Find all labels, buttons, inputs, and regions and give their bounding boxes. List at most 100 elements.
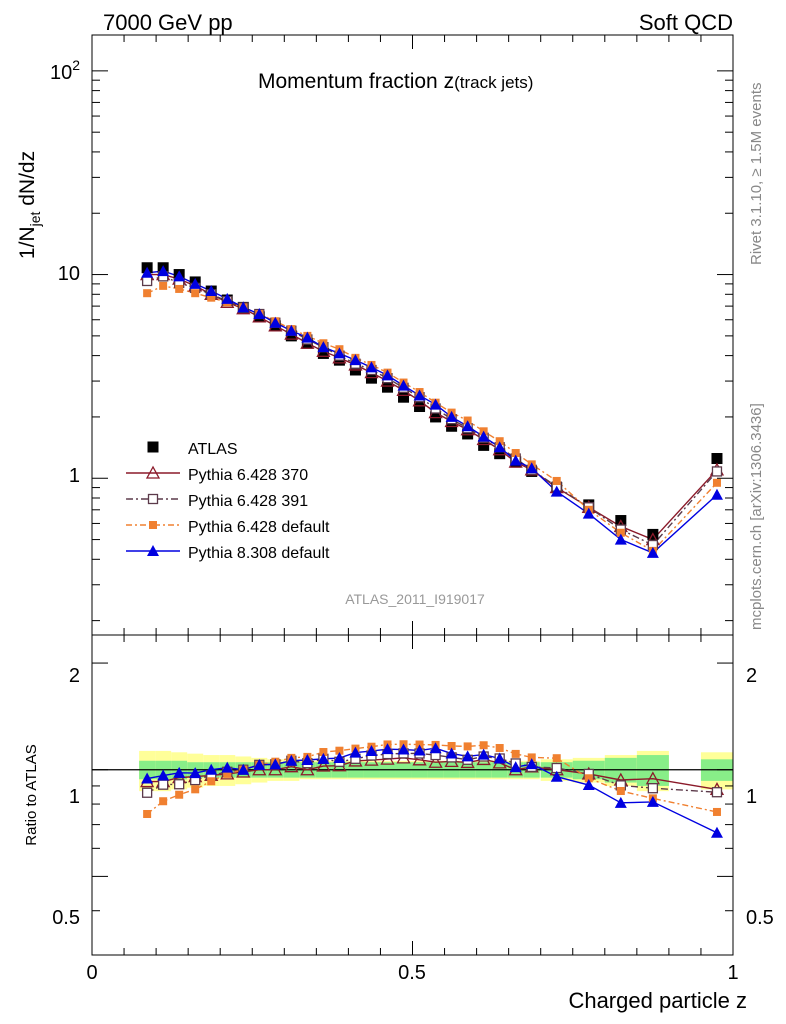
mcplots-info: mcplots.cern.ch [arXiv:1306.3436] [748,403,765,630]
ratio-series-4-point [445,747,458,759]
series-4-point [445,410,458,422]
series-3-point [495,437,504,446]
ratio-tick-label-1-left: 1 [69,786,80,808]
series-4-point [285,324,298,336]
ratio-series-3-point [191,785,200,794]
ratio-series-4-point [614,796,627,808]
ratio-series-1-point [412,752,427,766]
legend-label: Pythia 8.308 default [188,545,330,562]
series-4-point [173,270,186,282]
atlas-point [430,411,442,423]
legend-marker [147,545,159,556]
series-4-point [189,277,202,289]
ratio-series-2-point [647,783,659,794]
atlas-point [382,381,394,393]
ratio-series-4-point [189,767,202,779]
ratio-y-axis-label: Ratio to ATLAS [23,744,40,845]
series-4-point [237,301,250,313]
ratio-series-3-point [552,754,561,763]
ratio-series-4-point [141,772,154,784]
series-2-point [711,466,723,477]
ratio-series-4-point [493,752,506,764]
ratio-series-4-point [646,795,659,807]
series-4-point [381,369,394,381]
ratio-series-3-point [616,786,625,795]
ratio-series-4-point [285,754,298,766]
rivet-info: Rivet 3.1.10, ≥ 1.5M events [748,83,765,266]
chart-title-sub: (track jets) [454,73,533,92]
ratio-series-4-point [509,761,522,773]
ratio-band-layer [92,750,733,792]
ratio-series-3-point [495,744,504,753]
ratio-series-4-point [157,769,170,781]
ratio-series-4-point [349,746,362,758]
series-4-point [141,266,154,278]
atlas-point [285,330,297,342]
series-4-point [525,462,538,474]
ratio-tick-label-1-right: 1 [746,786,757,808]
ratio-series-3-point [447,742,456,751]
ratio-series-3-point [527,753,536,762]
ratio-series-4-point [301,754,314,766]
main-y-axis-label-sub: jet [27,212,43,228]
ratio-series-4-point [237,763,250,775]
ratio-series-4-point [710,826,723,838]
series-4-point [493,441,506,453]
ratio-series-2-point [174,779,185,790]
ratio-series-3-point [159,797,168,806]
atlas-point [398,391,410,403]
ratio-series-4-point [582,779,595,791]
header-category: Soft QCD [639,10,733,35]
main-y-axis-label-head: 1/N [16,226,39,259]
ratio-series-4-point [429,742,442,754]
ratio-series-1-point [284,759,299,773]
ratio-series-3-point [463,742,472,751]
ratio-series-3-point [584,774,593,783]
legend-marker [149,521,157,529]
ratio-series-3-point [511,749,520,758]
atlas-point [317,347,329,359]
x-tick-label-1: 1 [727,962,738,984]
ratio-series-3-point [207,777,216,786]
chart-title: Momentum fraction z(track jets) [258,70,533,93]
atlas-point [494,448,506,460]
main-data-layer [140,262,725,558]
ratio-series-3-point [319,748,328,757]
ratio-series-4-point [381,743,394,755]
series-4-point [317,341,330,353]
series-4-point [550,485,563,497]
legend-marker [147,493,159,505]
series-4-point [477,430,490,442]
ratio-series-4-point [253,758,266,770]
series-3-point [616,528,625,537]
main-y-axis-label-tail: dN/dz [16,151,39,212]
legend: ATLAS Pythia 6.428 370 Pythia 6.428 391 Pyt… [126,441,330,562]
x-tick-label-0: 0 [86,962,97,984]
series-4-point [710,488,723,500]
series-4-point [509,454,522,466]
ratio-series-4-point [269,758,282,770]
series-4-point [269,316,282,328]
ratio-ticks [91,635,734,956]
ratio-series-4-point [413,744,426,756]
ratio-series-4-point [173,766,186,778]
ratio-series-2-point [158,779,169,790]
ratio-series-4-point [333,752,346,764]
legend-marker [145,465,161,479]
ratio-series-4-point [205,763,218,775]
header-energy: 7000 GeV pp [103,10,233,35]
ratio-series-4-point [461,750,474,762]
ratio-tick-label-05-right: 0.5 [746,907,774,929]
ratio-series-4-point [221,761,234,773]
main-tick-label-100: 102 [50,57,80,84]
ratio-series-4-point [550,770,563,782]
main-tick-label-10: 10 [58,263,80,285]
ratio-series-3-point [175,790,184,799]
series-4-point [614,533,627,545]
series-4-point [582,507,595,519]
series-3-point [511,449,520,458]
legend-marker [147,441,159,453]
ratio-panel: 2 1 0.5 2 1 0.5 Ratio to ATLAS 0 0.5 1 C… [23,634,774,1013]
series-4-point [365,361,378,373]
